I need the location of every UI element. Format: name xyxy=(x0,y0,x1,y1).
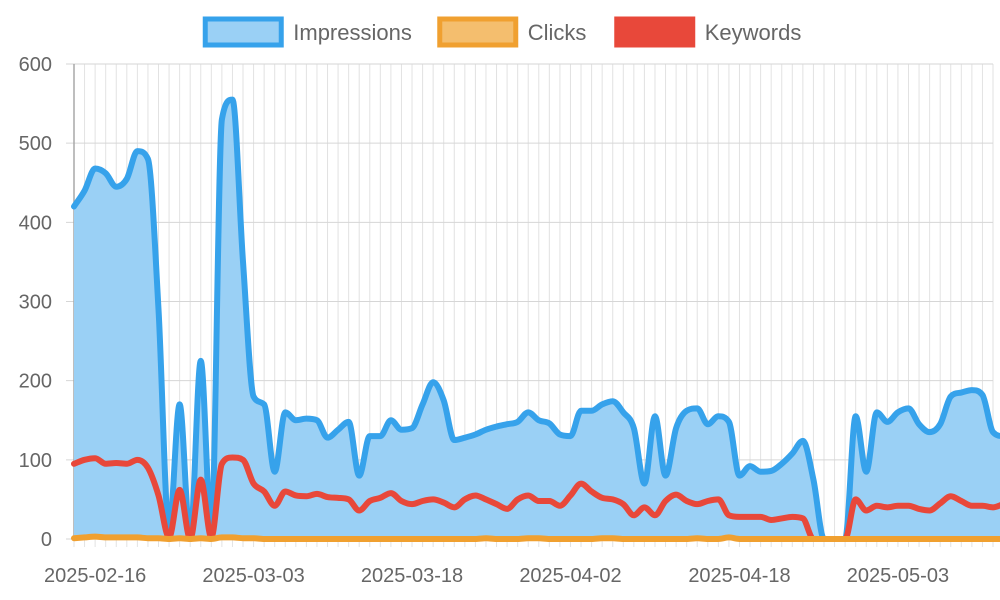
legend-swatch-impressions xyxy=(202,16,284,48)
series-layer xyxy=(71,96,1000,542)
y-tick-label: 500 xyxy=(19,133,52,155)
clicks-line xyxy=(71,533,1000,542)
legend-label-keywords: Keywords xyxy=(705,20,802,45)
legend-item-impressions[interactable]: Impressions xyxy=(202,16,412,48)
x-tick-label: 2025-02-16 xyxy=(44,565,146,587)
x-tick-label: 2025-03-18 xyxy=(361,565,463,587)
impressions-area xyxy=(74,99,1000,539)
x-tick-label: 2025-03-03 xyxy=(202,565,304,587)
y-tick-label: 300 xyxy=(19,292,52,314)
legend-label-clicks: Clicks xyxy=(528,20,587,45)
legend[interactable]: Impressions Clicks Keywords xyxy=(202,16,802,48)
keywords-line xyxy=(71,454,1000,542)
legend-label-impressions: Impressions xyxy=(293,20,412,45)
y-tick-label: 100 xyxy=(19,450,52,472)
y-tick-label: 0 xyxy=(41,529,52,551)
y-tick-label: 200 xyxy=(19,371,52,393)
x-tick-label: 2025-05-03 xyxy=(847,565,949,587)
legend-swatch-keywords xyxy=(614,16,696,48)
axes: 0 100 200 300 400 500 600 2025-02-16 2025-03-03 2… xyxy=(19,54,993,587)
y-tick-label: 400 xyxy=(19,212,52,234)
x-tick-label: 2025-04-18 xyxy=(688,565,790,587)
legend-swatch-clicks xyxy=(437,16,519,48)
legend-item-keywords[interactable]: Keywords xyxy=(614,16,802,48)
y-tick-label: 600 xyxy=(19,54,52,76)
legend-item-clicks[interactable]: Clicks xyxy=(437,16,587,48)
x-tick-label: 2025-04-02 xyxy=(519,565,621,587)
